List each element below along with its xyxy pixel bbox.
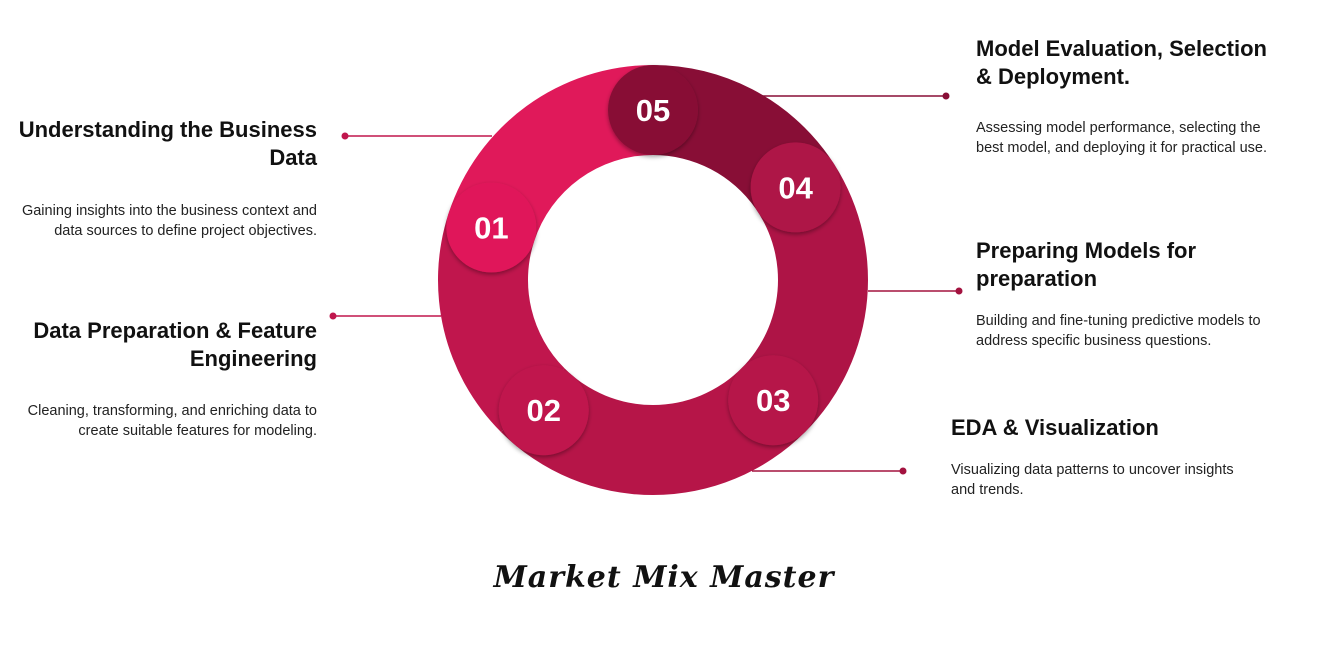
step-02-description: Cleaning, transforming, and enriching da… [27,403,317,439]
step-05-description: Assessing model performance, selecting t… [976,120,1267,156]
ring-segments [438,65,868,495]
step-04-number: 04 [778,170,813,205]
connector-dot-05 [942,92,950,100]
step-02-badge [498,365,589,456]
step-03-description: Visualizing data patterns to uncover ins… [951,462,1234,498]
step-01-title: Understanding the Business Data [18,117,317,170]
step-01-badge [446,182,537,273]
step-04-title: Preparing Models for preparation [976,238,1197,291]
step-04-description: Building and fine-tuning predictive mode… [976,313,1261,349]
connector-dots [329,92,963,475]
step-04-badge [750,142,841,233]
connector-lines [333,95,959,472]
step-02-title: Data Preparation & Feature Engineering [33,318,317,371]
step-01-description: Gaining insights into the business conte… [21,203,317,239]
step-05-number: 05 [636,93,670,128]
connector-dot-04 [955,287,963,295]
step-02-number: 02 [526,393,560,428]
step-05-title: Model Evaluation, Selection & Deployment… [976,36,1267,89]
connector-dot-01 [341,132,349,140]
ring-center [528,155,778,405]
ring-labels: 01 02 03 04 05 [474,93,813,428]
step-03-badge [728,355,819,446]
connector-dot-02 [329,312,337,320]
step-03-title: EDA & Visualization [951,415,1159,440]
brand-logo: Market Mix Master [0,560,1318,595]
step-05-badge [608,65,698,155]
step-01-number: 01 [474,210,508,245]
step-03-number: 03 [756,383,790,418]
brand-logo-text: Market Mix Master [493,560,835,595]
connector-dot-03 [899,467,907,475]
